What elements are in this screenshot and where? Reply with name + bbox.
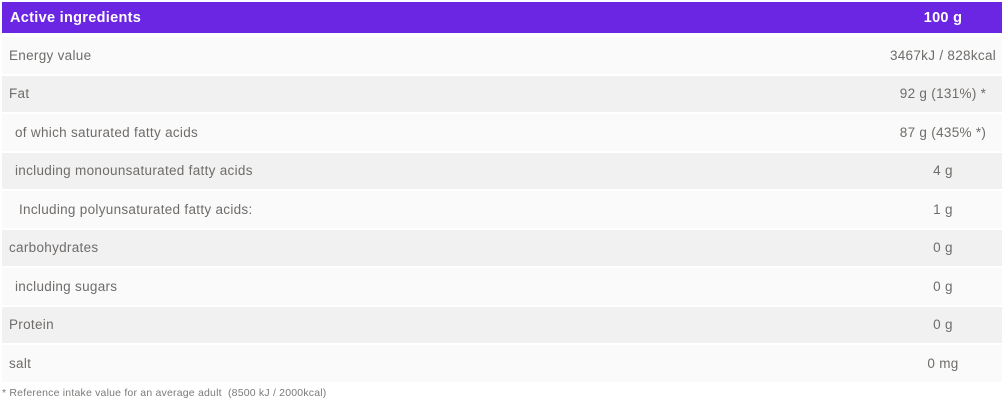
nutrient-value: 0 g bbox=[933, 317, 953, 333]
row-energy-value: Energy value 3467kJ / 828kcal bbox=[2, 37, 1002, 74]
nutrient-value: 0 g bbox=[933, 278, 953, 294]
nutrient-label: salt bbox=[9, 355, 32, 371]
nutrient-value: 1 g bbox=[933, 201, 953, 217]
nutrient-label: Including polyunsaturated fatty acids: bbox=[19, 201, 253, 217]
nutrient-value: 0 g bbox=[933, 240, 953, 256]
row-sugars: including sugars 0 g bbox=[2, 268, 1002, 305]
nutrient-value: 92 g (131%) * bbox=[899, 86, 987, 102]
reference-intake-footnote: * Reference intake value for an average … bbox=[2, 387, 327, 399]
nutrient-label: including sugars bbox=[15, 278, 118, 294]
nutrient-rows: Energy value 3467kJ / 828kcal Fat 92 g (… bbox=[2, 37, 1002, 382]
nutrient-value: 3467kJ / 828kcal bbox=[889, 47, 997, 63]
nutrient-label: Energy value bbox=[9, 47, 92, 63]
row-salt: salt 0 mg bbox=[2, 345, 1002, 382]
nutrient-label: including monounsaturated fatty acids bbox=[15, 163, 253, 179]
row-polyunsaturated-fat: Including polyunsaturated fatty acids: 1… bbox=[2, 191, 1002, 228]
nutrient-label: Fat bbox=[9, 86, 30, 102]
row-protein: Protein 0 g bbox=[2, 306, 1002, 343]
nutrient-value: 87 g (435% *) bbox=[899, 124, 987, 140]
row-monounsaturated-fat: including monounsaturated fatty acids 4 … bbox=[2, 152, 1002, 189]
nutrient-label: carbohydrates bbox=[9, 240, 99, 256]
table-header-amount: 100 g bbox=[923, 9, 963, 26]
row-fat: Fat 92 g (131%) * bbox=[2, 75, 1002, 112]
table-header-title: Active ingredients bbox=[10, 9, 142, 26]
row-saturated-fat: of which saturated fatty acids 87 g (435… bbox=[2, 114, 1002, 151]
nutrition-table: Active ingredients 100 g Energy value 34… bbox=[2, 2, 1002, 384]
table-header: Active ingredients 100 g bbox=[2, 2, 1002, 33]
nutrient-label: Protein bbox=[9, 317, 54, 333]
nutrient-value: 4 g bbox=[933, 163, 953, 179]
nutrient-value: 0 mg bbox=[927, 355, 959, 371]
nutrient-label: of which saturated fatty acids bbox=[15, 124, 199, 140]
row-carbohydrates: carbohydrates 0 g bbox=[2, 229, 1002, 266]
